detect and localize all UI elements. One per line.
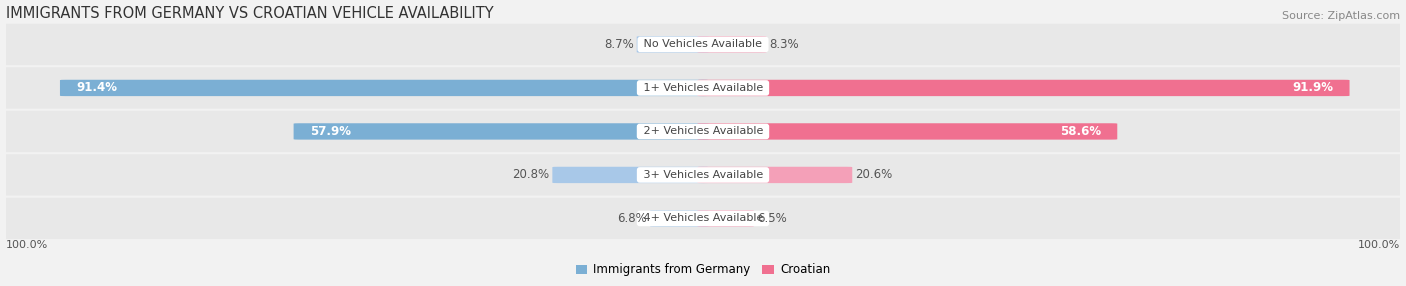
FancyBboxPatch shape bbox=[0, 154, 1406, 196]
FancyBboxPatch shape bbox=[637, 36, 709, 53]
Text: 20.6%: 20.6% bbox=[855, 168, 893, 181]
Text: 91.9%: 91.9% bbox=[1292, 82, 1333, 94]
Text: IMMIGRANTS FROM GERMANY VS CROATIAN VEHICLE AVAILABILITY: IMMIGRANTS FROM GERMANY VS CROATIAN VEHI… bbox=[6, 5, 494, 21]
Text: 2+ Vehicles Available: 2+ Vehicles Available bbox=[640, 126, 766, 136]
FancyBboxPatch shape bbox=[294, 123, 709, 140]
Text: 6.8%: 6.8% bbox=[617, 212, 647, 225]
FancyBboxPatch shape bbox=[697, 210, 754, 227]
Text: 8.7%: 8.7% bbox=[605, 38, 634, 51]
FancyBboxPatch shape bbox=[0, 67, 1406, 109]
FancyBboxPatch shape bbox=[0, 111, 1406, 152]
Text: 100.0%: 100.0% bbox=[1358, 240, 1400, 249]
FancyBboxPatch shape bbox=[60, 80, 709, 96]
Text: 20.8%: 20.8% bbox=[512, 168, 550, 181]
FancyBboxPatch shape bbox=[697, 123, 1118, 140]
Legend: Immigrants from Germany, Croatian: Immigrants from Germany, Croatian bbox=[571, 259, 835, 281]
Text: 6.5%: 6.5% bbox=[756, 212, 786, 225]
Text: 1+ Vehicles Available: 1+ Vehicles Available bbox=[640, 83, 766, 93]
Text: No Vehicles Available: No Vehicles Available bbox=[640, 39, 766, 49]
Text: 58.6%: 58.6% bbox=[1060, 125, 1101, 138]
Text: 100.0%: 100.0% bbox=[6, 240, 48, 249]
FancyBboxPatch shape bbox=[697, 36, 766, 53]
Text: Source: ZipAtlas.com: Source: ZipAtlas.com bbox=[1282, 11, 1400, 21]
FancyBboxPatch shape bbox=[697, 167, 852, 183]
Text: 91.4%: 91.4% bbox=[76, 82, 117, 94]
Text: 3+ Vehicles Available: 3+ Vehicles Available bbox=[640, 170, 766, 180]
FancyBboxPatch shape bbox=[0, 24, 1406, 65]
FancyBboxPatch shape bbox=[0, 198, 1406, 239]
FancyBboxPatch shape bbox=[650, 210, 709, 227]
FancyBboxPatch shape bbox=[697, 80, 1350, 96]
Text: 8.3%: 8.3% bbox=[769, 38, 799, 51]
Text: 57.9%: 57.9% bbox=[309, 125, 350, 138]
FancyBboxPatch shape bbox=[553, 167, 709, 183]
Text: 4+ Vehicles Available: 4+ Vehicles Available bbox=[640, 213, 766, 223]
